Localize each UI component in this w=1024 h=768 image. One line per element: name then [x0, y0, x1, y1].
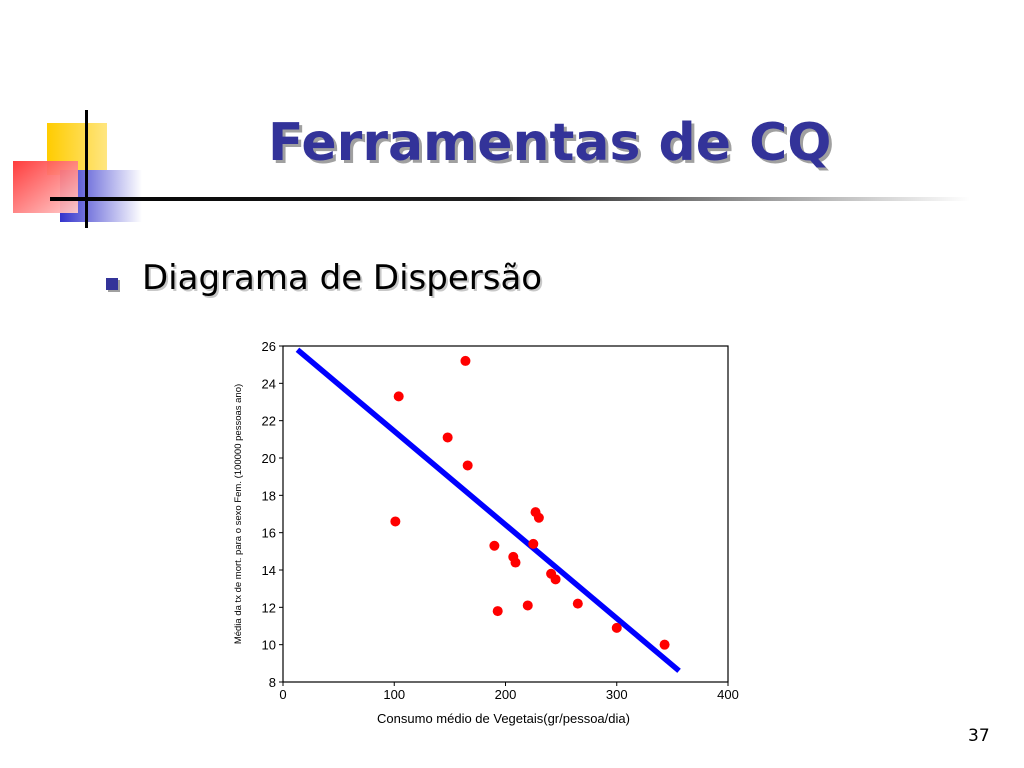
x-tick-label: 300 [606, 687, 628, 702]
y-tick-label: 8 [269, 675, 276, 690]
x-tick-label: 0 [279, 687, 286, 702]
y-tick-label: 14 [262, 563, 276, 578]
x-tick-label: 400 [717, 687, 739, 702]
data-point [533, 512, 544, 523]
y-tick-label: 10 [262, 638, 276, 653]
y-tick-label: 22 [262, 414, 276, 429]
x-tick-label: 100 [383, 687, 405, 702]
title-underline [50, 197, 970, 201]
deco-vertical-line [85, 110, 88, 228]
y-tick-label: 24 [262, 376, 276, 391]
data-point [489, 540, 500, 551]
corner-decoration [13, 110, 142, 228]
data-point [492, 606, 503, 617]
data-point [550, 574, 561, 585]
trend-line [295, 347, 681, 673]
y-tick-label: 26 [262, 339, 276, 354]
data-point [393, 391, 404, 402]
data-point [659, 639, 670, 650]
deco-red-square [13, 161, 78, 213]
x-axis-label: Consumo médio de Vegetais(gr/pessoa/dia) [377, 711, 630, 726]
y-tick-label: 20 [262, 451, 276, 466]
y-tick-label: 12 [262, 600, 276, 615]
data-point [572, 598, 583, 609]
bullet-marker [106, 278, 118, 290]
data-point [510, 557, 521, 568]
data-point [528, 538, 539, 549]
data-point [462, 460, 473, 471]
data-point [522, 600, 533, 611]
data-point [460, 355, 471, 366]
y-tick-label: 16 [262, 526, 276, 541]
data-point [611, 622, 622, 633]
y-axis-label: Média da tx de mort. para o sexo Fem. (1… [233, 384, 244, 644]
page-number: 37 [968, 726, 990, 746]
data-point [442, 432, 453, 443]
x-tick-label: 200 [495, 687, 517, 702]
y-tick-label: 18 [262, 488, 276, 503]
bullet-text: Diagrama de Dispersão [142, 258, 543, 298]
slide-title: Ferramentas de CQ [268, 113, 832, 173]
data-point [390, 516, 401, 527]
